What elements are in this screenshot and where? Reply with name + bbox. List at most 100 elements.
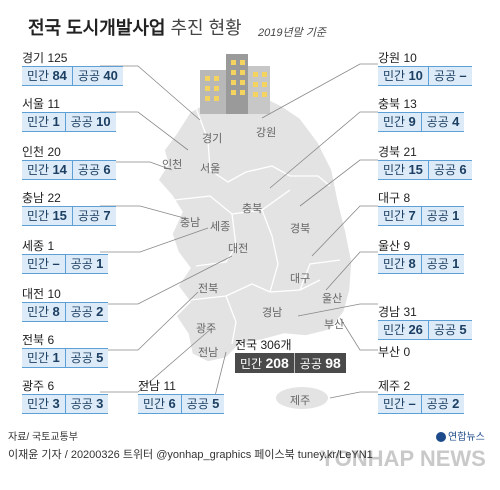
- title-secondary: 추진 현황: [170, 18, 242, 38]
- page-title: 전국 도시개발사업 추진 현황: [28, 14, 242, 40]
- region-name: 대구 8: [378, 190, 464, 206]
- public-box: 공공 5: [64, 348, 109, 368]
- public-label: 공공: [426, 115, 449, 129]
- map-label-busan: 부산: [324, 319, 345, 331]
- total-name: 전국 306개: [235, 337, 346, 353]
- public-box: 공공 6: [71, 160, 116, 180]
- map-label-jeju: 제주: [290, 395, 311, 407]
- region-jeju: 제주 2 민간 – 공공 2: [378, 378, 465, 414]
- region-label: 전남: [138, 379, 161, 393]
- private-label: 민간: [383, 163, 406, 177]
- private-box: 민간 8: [22, 302, 65, 322]
- region-count: 11: [163, 379, 176, 393]
- region-name: 제주 2: [378, 378, 464, 394]
- region-boxes: 민간 1 공공 5: [22, 348, 109, 368]
- public-label: 공공: [299, 357, 322, 371]
- region-label: 충북: [378, 97, 401, 111]
- private-box: 민간 15: [22, 206, 72, 226]
- public-value: 5: [212, 396, 220, 411]
- region-count: 13: [403, 97, 417, 111]
- private-label: 민간: [383, 115, 406, 129]
- total-public-box: 공공 98: [293, 353, 346, 373]
- region-daegu: 대구 8 민간 7 공공 1: [378, 190, 465, 226]
- private-value: –: [408, 396, 416, 411]
- region-boxes: 민간 7 공공 1: [378, 206, 465, 226]
- private-label: 민간: [240, 357, 263, 371]
- region-count: 8: [403, 191, 411, 205]
- region-boxes: 민간 84 공공 40: [22, 66, 123, 86]
- public-box: 공공 1: [420, 206, 465, 226]
- public-value: 3: [96, 396, 104, 411]
- public-value: 4: [452, 114, 460, 129]
- private-value: 208: [265, 355, 289, 371]
- public-label: 공공: [426, 209, 449, 223]
- region-daejeon: 대전 10 민간 8 공공 2: [22, 286, 109, 322]
- private-value: 1: [52, 350, 60, 365]
- public-value: 10: [96, 114, 111, 129]
- region-busan: 부산 0: [378, 344, 410, 360]
- region-gyeonggi: 경기 125 민간 84 공공 40: [22, 50, 123, 86]
- public-box: 공공 4: [420, 112, 465, 132]
- credit-line: 이재윤 기자 / 20200326 트위터 @yonhap_graphics 페…: [8, 449, 373, 461]
- watermark: YONHAP NEWS: [320, 446, 486, 471]
- region-count: 6: [47, 333, 55, 347]
- region-count: 6: [47, 379, 55, 393]
- region-label: 전북: [22, 333, 45, 347]
- region-name: 경북 21: [378, 144, 472, 160]
- region-count: 1: [47, 239, 55, 253]
- private-value: 3: [52, 396, 60, 411]
- region-boxes: 민간 15 공공 6: [378, 160, 472, 180]
- region-boxes: 민간 15 공공 7: [22, 206, 116, 226]
- private-value: 7: [408, 208, 416, 223]
- private-label: 민간: [27, 209, 50, 223]
- logo-text: 연합뉴스: [448, 432, 485, 443]
- public-value: 1: [96, 256, 104, 271]
- public-label: 공공: [433, 163, 456, 177]
- region-label: 세종: [22, 239, 45, 253]
- total-boxes: 민간 208 공공 98: [235, 353, 346, 373]
- public-value: 7: [103, 208, 111, 223]
- map-label-ulsan: 울산: [322, 293, 343, 305]
- region-boxes: 민간 – 공공 2: [378, 394, 465, 414]
- private-box: 민간 –: [378, 394, 421, 414]
- private-box: 민간 –: [22, 254, 65, 274]
- map-label-gyeongnam: 경남: [262, 307, 283, 319]
- private-value: 1: [52, 114, 60, 129]
- public-label: 공공: [70, 305, 93, 319]
- private-value: 15: [408, 162, 423, 177]
- region-count: 11: [47, 97, 60, 111]
- region-label: 경기: [22, 51, 45, 65]
- region-name: 인천 20: [22, 144, 116, 160]
- region-boxes: 민간 9 공공 4: [378, 112, 465, 132]
- public-label: 공공: [433, 323, 456, 337]
- public-value: 2: [96, 304, 104, 319]
- region-gyeongbuk: 경북 21 민간 15 공공 6: [378, 144, 472, 180]
- region-name: 충남 22: [22, 190, 116, 206]
- region-boxes: 민간 8 공공 1: [378, 254, 465, 274]
- region-ulsan: 울산 9 민간 8 공공 1: [378, 238, 465, 274]
- map-label-jeonbuk: 전북: [198, 283, 219, 295]
- region-jeonbuk: 전북 6 민간 1 공공 5: [22, 332, 109, 368]
- region-count: 2: [403, 379, 411, 393]
- public-label: 공공: [70, 115, 93, 129]
- private-label: 민간: [383, 257, 406, 271]
- public-label: 공공: [70, 397, 93, 411]
- map-label-gwangju: 광주: [196, 323, 217, 335]
- region-count: 21: [403, 145, 417, 159]
- public-label: 공공: [77, 163, 100, 177]
- yonhap-logo: 연합뉴스: [436, 428, 485, 443]
- region-gyeongnam: 경남 31 민간 26 공공 5: [378, 304, 472, 340]
- private-box: 민간 14: [22, 160, 72, 180]
- subtitle: 2019년말 기준: [258, 27, 327, 39]
- region-label: 충남: [22, 191, 45, 205]
- private-value: 8: [408, 256, 416, 271]
- private-value: 26: [408, 322, 423, 337]
- private-label: 민간: [27, 115, 50, 129]
- region-count: 31: [403, 305, 417, 319]
- region-name: 전북 6: [22, 332, 108, 348]
- region-label: 강원: [378, 51, 401, 65]
- region-name: 경남 31: [378, 304, 472, 320]
- private-label: 민간: [383, 209, 406, 223]
- region-label: 울산: [378, 239, 401, 253]
- region-label: 경북: [378, 145, 401, 159]
